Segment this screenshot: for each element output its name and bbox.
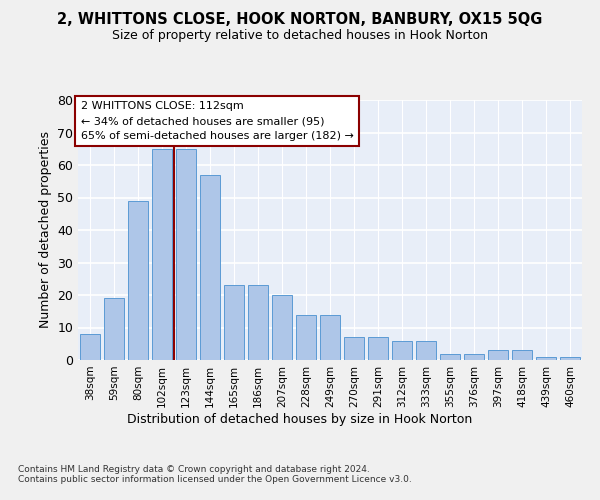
Bar <box>296 314 316 360</box>
Text: Distribution of detached houses by size in Hook Norton: Distribution of detached houses by size … <box>127 412 473 426</box>
Bar <box>320 314 340 360</box>
Bar <box>536 357 556 360</box>
Bar <box>176 149 196 360</box>
Bar <box>80 334 100 360</box>
Text: Contains HM Land Registry data © Crown copyright and database right 2024.
Contai: Contains HM Land Registry data © Crown c… <box>18 465 412 484</box>
Bar <box>416 340 436 360</box>
Bar <box>200 175 220 360</box>
Text: 2 WHITTONS CLOSE: 112sqm
← 34% of detached houses are smaller (95)
65% of semi-d: 2 WHITTONS CLOSE: 112sqm ← 34% of detach… <box>80 102 353 141</box>
Bar <box>344 337 364 360</box>
Bar <box>248 285 268 360</box>
Bar <box>272 295 292 360</box>
Bar <box>392 340 412 360</box>
Bar <box>152 149 172 360</box>
Text: 2, WHITTONS CLOSE, HOOK NORTON, BANBURY, OX15 5QG: 2, WHITTONS CLOSE, HOOK NORTON, BANBURY,… <box>58 12 542 28</box>
Bar <box>224 285 244 360</box>
Bar <box>368 337 388 360</box>
Bar <box>560 357 580 360</box>
Bar <box>128 200 148 360</box>
Bar <box>512 350 532 360</box>
Bar <box>464 354 484 360</box>
Bar <box>104 298 124 360</box>
Bar <box>488 350 508 360</box>
Bar <box>440 354 460 360</box>
Y-axis label: Number of detached properties: Number of detached properties <box>38 132 52 328</box>
Text: Size of property relative to detached houses in Hook Norton: Size of property relative to detached ho… <box>112 29 488 42</box>
